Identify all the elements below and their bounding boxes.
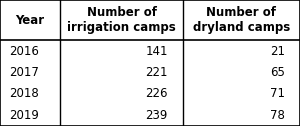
Text: Year: Year xyxy=(15,14,45,27)
Text: 21: 21 xyxy=(270,44,285,58)
Text: Number of
irrigation camps: Number of irrigation camps xyxy=(67,6,176,34)
Text: 141: 141 xyxy=(146,44,168,58)
Text: 2019: 2019 xyxy=(9,109,39,122)
Text: 78: 78 xyxy=(270,109,285,122)
Text: 2017: 2017 xyxy=(9,66,39,79)
Text: 239: 239 xyxy=(146,109,168,122)
Text: 2016: 2016 xyxy=(9,44,39,58)
Text: 2018: 2018 xyxy=(9,87,39,100)
Text: 226: 226 xyxy=(146,87,168,100)
Text: 221: 221 xyxy=(146,66,168,79)
Text: Number of
dryland camps: Number of dryland camps xyxy=(193,6,290,34)
Text: 71: 71 xyxy=(270,87,285,100)
Text: 65: 65 xyxy=(270,66,285,79)
